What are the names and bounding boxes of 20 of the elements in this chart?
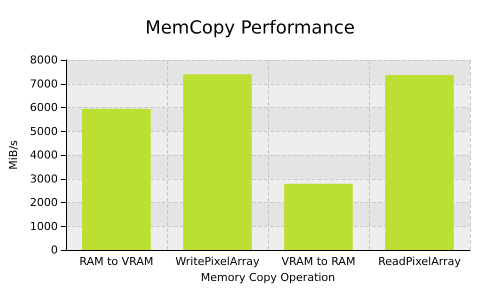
y-tick-label: 6000 bbox=[30, 101, 58, 114]
y-tick-label: 8000 bbox=[30, 54, 58, 66]
y-tick-label: 4000 bbox=[30, 148, 58, 162]
y-tick-label: 2000 bbox=[30, 196, 58, 209]
bar bbox=[82, 108, 151, 250]
y-tick-label: 5000 bbox=[30, 124, 58, 138]
y-tick-label: 1000 bbox=[30, 220, 58, 233]
y-axis-title: MiB/s bbox=[7, 140, 20, 170]
y-tick-label: 0 bbox=[50, 244, 58, 256]
bar bbox=[183, 74, 252, 250]
bar bbox=[284, 184, 353, 250]
x-tick-label: VRAM to RAM bbox=[281, 255, 356, 268]
chart-title: MemCopy Performance bbox=[145, 18, 355, 38]
x-tick-label: RAM to VRAM bbox=[79, 255, 154, 268]
y-tick-label: 3000 bbox=[30, 172, 58, 186]
y-tick-label: 7000 bbox=[30, 77, 58, 90]
x-axis-title: Memory Copy Operation bbox=[200, 271, 336, 284]
x-tick-label: WritePixelArray bbox=[175, 255, 260, 268]
x-tick-label: ReadPixelArray bbox=[378, 255, 462, 268]
bar bbox=[385, 74, 454, 250]
